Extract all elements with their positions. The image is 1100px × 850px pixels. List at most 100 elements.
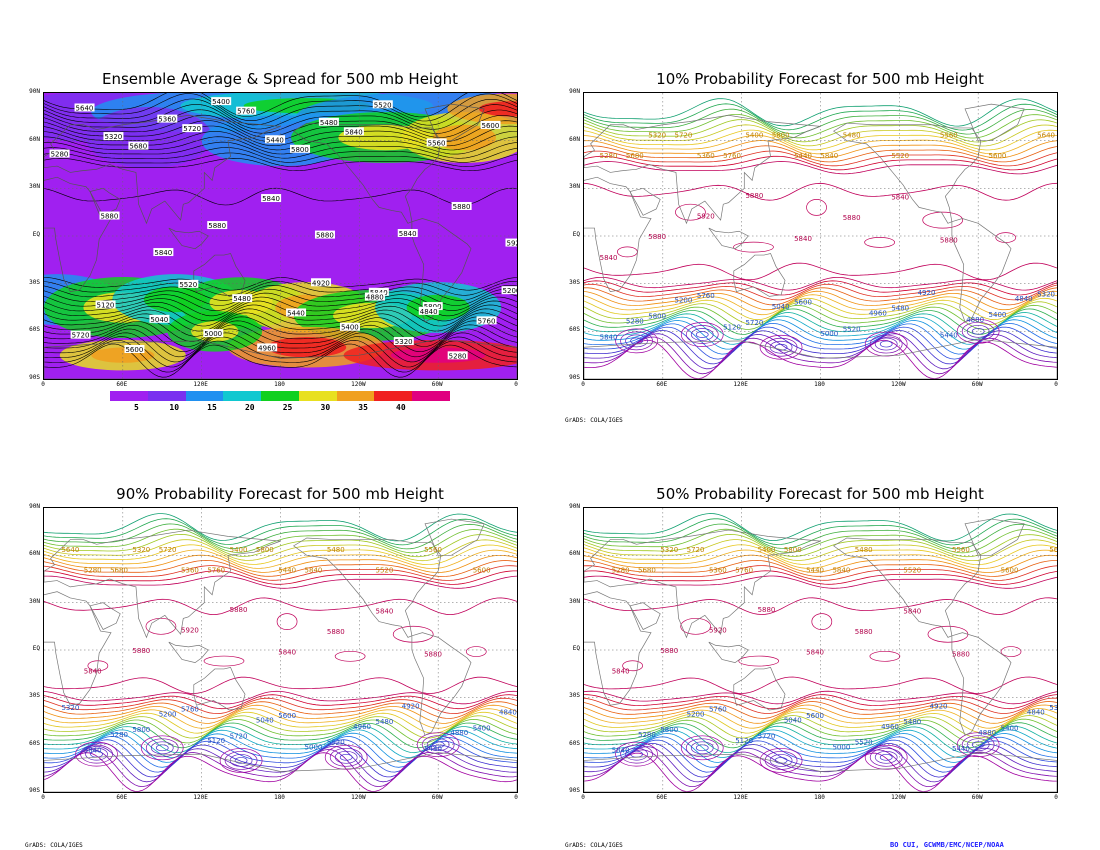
colorbar-swatch — [298, 391, 337, 401]
contour-label-bg — [418, 306, 439, 315]
contour-loop — [1000, 646, 1022, 657]
contour-label: 4880 — [978, 729, 996, 737]
contour-low — [85, 747, 108, 761]
map-10pct-probability: 5280 5320 5360 5400 5440 5480 5520 5560 5600 5640… — [583, 92, 1058, 380]
lon-tick-label: 60W — [971, 794, 983, 801]
spread-blob — [86, 106, 213, 168]
contour-low — [140, 735, 184, 761]
contour-label: 4840 — [1027, 709, 1045, 717]
contour-label: 5800 — [772, 131, 790, 139]
contour-label-bg — [128, 141, 149, 150]
coastline-6 — [951, 218, 1012, 323]
contour-loop — [733, 241, 774, 253]
contour-low — [421, 735, 455, 755]
contour-label-bg — [149, 314, 170, 323]
contour-label: 5280 — [84, 567, 102, 575]
contour-label: 5600 — [794, 298, 812, 306]
contour-label: 5040 — [150, 316, 168, 324]
lon-tick-label: 60E — [116, 794, 128, 801]
coastline-3 — [193, 666, 246, 711]
contour-label: 5760 — [709, 706, 727, 714]
contour-label: 5720 — [72, 332, 90, 340]
contour-south — [44, 718, 517, 744]
contour-label: 5680 — [638, 567, 656, 575]
colorbar-label: 25 — [282, 403, 293, 412]
contour-label: 5560 — [952, 546, 970, 554]
contour-label: 4880 — [966, 316, 984, 324]
contour-label: 4880 — [366, 294, 384, 302]
colorbar-label: 35 — [358, 403, 368, 412]
contour-label-bg — [318, 117, 339, 126]
contour-label: 4960 — [258, 344, 276, 352]
contour-label-bg — [476, 316, 497, 325]
contour-loop — [922, 211, 964, 229]
contour-label-bg — [74, 103, 95, 112]
contour-label: 5760 — [207, 567, 225, 575]
contour-label: 5840 — [832, 567, 850, 575]
coastline-2 — [629, 187, 661, 216]
contour-low — [961, 735, 995, 755]
contour-low — [80, 744, 113, 764]
contour-label: 4920 — [918, 289, 936, 297]
contour-label: 5840 — [891, 193, 909, 201]
contour-label: 4960 — [881, 723, 899, 731]
contour-low — [329, 747, 363, 767]
coastline-0 — [44, 176, 112, 292]
map-ensemble-spread: 5280 5320 5360 5400 5440 5480 5520 5560 5600 5640… — [43, 92, 518, 380]
contour-low — [219, 748, 263, 773]
colorbar-label: 5 — [134, 403, 139, 412]
contour-loop — [738, 655, 780, 667]
lon-tick-label: 0 — [1054, 381, 1058, 388]
contour-label: 5520 — [327, 739, 345, 747]
contour-label: 5560 — [940, 131, 958, 139]
contour-label: 5720 — [758, 732, 776, 740]
colorbar-swatch — [223, 391, 262, 401]
colorbar-label: 20 — [244, 403, 255, 412]
contour-low — [155, 744, 169, 752]
coastline-8 — [584, 338, 1057, 379]
contour-label-bg — [182, 124, 203, 133]
contour-low — [695, 744, 709, 752]
contour-label-bg — [211, 97, 232, 106]
contour-label: 5440 — [940, 332, 958, 340]
contour-label: 5280 — [612, 567, 630, 575]
coastline-4 — [168, 641, 209, 664]
colorbar-swatch — [110, 391, 148, 401]
contour-south — [44, 690, 517, 705]
contour-label: 5520 — [179, 281, 197, 289]
contour-label: 5520 — [374, 101, 392, 109]
author-footer: BO CUI, GCWMB/EMC/NCEP/NOAA — [890, 841, 1004, 849]
colorbar-swatch — [336, 391, 375, 401]
contour-low — [615, 741, 658, 767]
lon-tick-label: 0 — [514, 381, 518, 388]
contour-low — [879, 340, 893, 348]
contour-south — [584, 718, 1057, 744]
contour-label: 4840 — [1015, 295, 1033, 303]
contour-label: 5480 — [891, 305, 909, 313]
colorbar-label: 30 — [320, 403, 331, 412]
contour-low — [625, 334, 648, 348]
lon-tick-label: 180 — [814, 381, 825, 388]
contour-label: 5360 — [709, 567, 727, 575]
map-90pct-probability: 5280 5320 5360 5400 5440 5480 5520 5560 5600 5640… — [43, 507, 518, 793]
coastline-1 — [44, 114, 281, 225]
contour-label: 5840 — [794, 235, 812, 243]
coastline-3 — [733, 253, 786, 297]
contour-label-bg — [236, 106, 257, 115]
contour-label: 5440 — [794, 152, 812, 160]
contour-low — [625, 747, 648, 761]
contour-label: 5000 — [305, 743, 323, 751]
contour-south — [584, 290, 1057, 311]
lat-tick-label: 30N — [29, 183, 40, 191]
contour-label: 5520 — [891, 152, 909, 160]
contour-low — [869, 747, 903, 767]
contour-label: 5320 — [395, 338, 413, 346]
contour-label: 5880 — [660, 647, 678, 655]
contour-label-bg — [95, 300, 116, 309]
contour-label: 5520 — [375, 567, 393, 575]
contour-label-bg — [447, 351, 468, 360]
lon-tick-label: 0 — [581, 794, 585, 801]
contour-label: 5920 — [709, 627, 727, 635]
contour-label: 4960 — [869, 309, 887, 317]
grads-credit-bottom-left: GrADS: COLA/IGES — [25, 842, 83, 849]
